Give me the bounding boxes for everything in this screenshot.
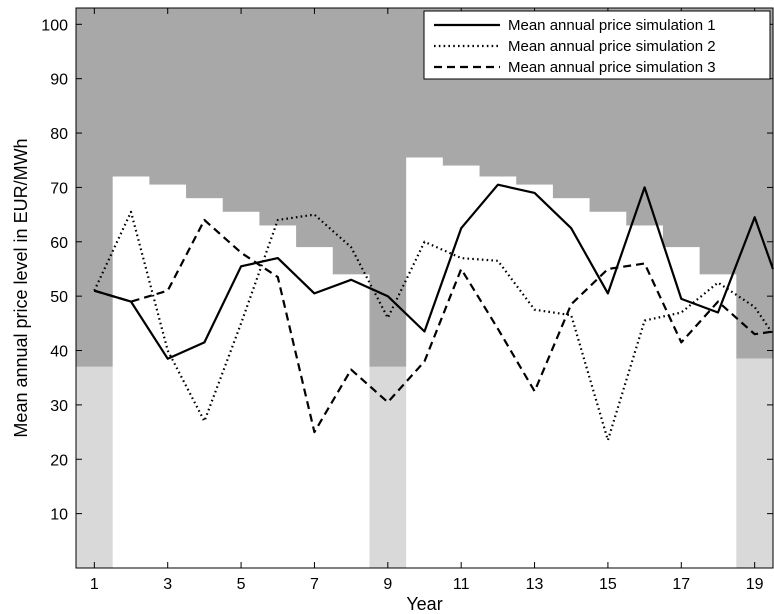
x-tick-label: 5 <box>237 576 246 593</box>
plot-frame <box>75 7 774 569</box>
x-tick-label: 17 <box>672 576 690 593</box>
background-bands <box>76 8 774 569</box>
legend-label-2: Mean annual price simulation 2 <box>508 38 716 55</box>
band-middle-year-18 <box>699 274 737 568</box>
legend-label-3: Mean annual price simulation 3 <box>508 59 716 76</box>
y-tick-label: 50 <box>50 289 68 306</box>
x-tick-label: 13 <box>526 576 544 593</box>
band-upper-year-8 <box>332 8 371 275</box>
band-lower-year-9 <box>369 366 407 568</box>
band-middle-year-14 <box>552 198 591 568</box>
y-tick-label: 60 <box>50 235 68 252</box>
band-middle-year-15 <box>589 211 627 569</box>
band-middle-year-12 <box>479 176 517 568</box>
y-tick-label: 20 <box>50 452 68 469</box>
series-line-3 <box>93 218 774 434</box>
x-axis-label: Year <box>406 594 442 614</box>
band-middle-year-2 <box>112 176 150 568</box>
band-upper-year-9 <box>369 8 407 367</box>
y-tick-label: 40 <box>50 344 68 361</box>
y-tick-label: 30 <box>50 398 68 415</box>
x-tick-label: 3 <box>163 576 172 593</box>
band-middle-year-17 <box>662 247 701 568</box>
band-middle-year-8 <box>332 274 371 568</box>
band-middle-year-5 <box>222 211 261 569</box>
x-tick-label: 1 <box>90 576 99 593</box>
band-lower-year-1 <box>76 366 114 568</box>
legend-label-1: Mean annual price simulation 1 <box>508 17 716 34</box>
band-middle-year-4 <box>186 198 224 568</box>
band-lower-year-19 <box>736 358 774 568</box>
series-line-2 <box>93 210 774 442</box>
band-middle-year-13 <box>516 184 554 568</box>
band-middle-year-7 <box>296 247 334 568</box>
y-tick-label: 90 <box>50 72 68 89</box>
band-upper-year-5 <box>222 8 261 212</box>
band-middle-year-3 <box>149 184 187 568</box>
band-upper-year-2 <box>112 8 150 177</box>
y-axis-ticks: 10 20 30 40 50 60 70 80 90 100 <box>41 17 773 524</box>
x-tick-label: 9 <box>383 576 392 593</box>
band-upper-year-4 <box>186 8 224 199</box>
legend-box <box>423 10 771 80</box>
series-line-1 <box>93 183 774 360</box>
band-upper-year-3 <box>149 8 187 185</box>
y-tick-label: 100 <box>41 17 68 34</box>
band-upper-year-7 <box>296 8 334 248</box>
band-middle-year-11 <box>442 165 481 568</box>
x-tick-label: 7 <box>310 576 319 593</box>
band-upper-year-1 <box>76 8 114 367</box>
y-tick-label: 70 <box>50 180 68 197</box>
series-lines <box>93 183 774 442</box>
y-tick-label: 10 <box>50 507 68 524</box>
x-tick-label: 19 <box>746 576 764 593</box>
y-tick-label: 80 <box>50 126 68 143</box>
x-tick-label: 11 <box>453 576 470 593</box>
x-axis-ticks: 1 3 5 7 9 11 13 15 17 19 <box>90 8 764 593</box>
band-middle-year-16 <box>626 225 664 569</box>
band-upper-year-6 <box>259 8 297 226</box>
band-middle-year-10 <box>406 157 444 568</box>
legend: Mean annual price simulation 1 Mean annua… <box>423 10 771 80</box>
x-tick-label: 15 <box>599 576 617 593</box>
y-axis-label: Mean annual price level in EUR/MWh <box>11 138 31 437</box>
